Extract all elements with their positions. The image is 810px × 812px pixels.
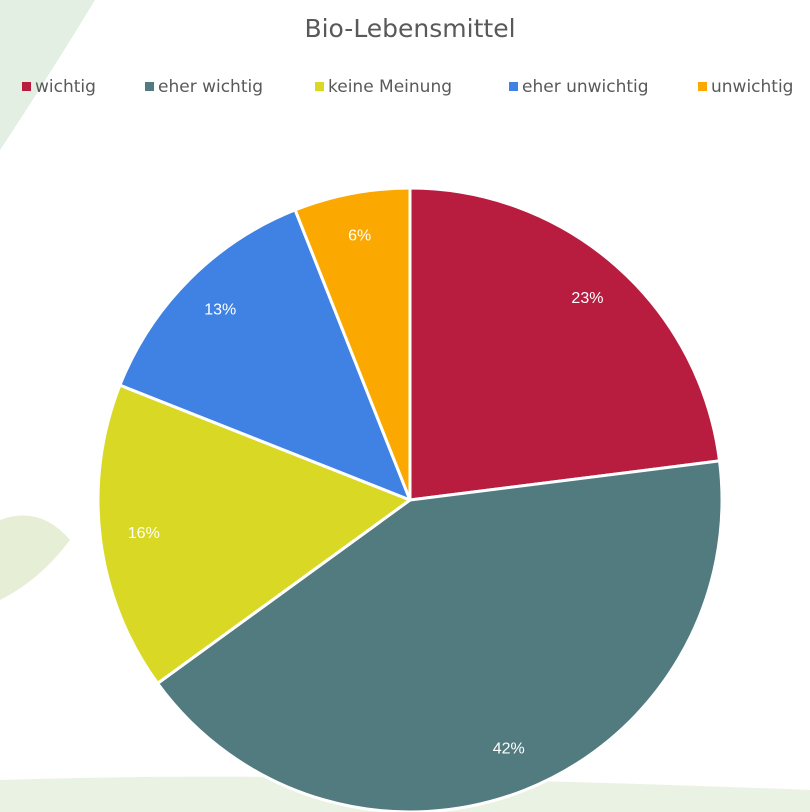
data-label: 16%	[128, 525, 160, 542]
data-label: 42%	[493, 741, 525, 758]
legend-swatch	[145, 82, 154, 91]
legend-label: unwichtig	[711, 77, 793, 97]
background-shape	[0, 0, 95, 150]
chart: Bio-Lebensmittel wichtig eher wichtig kein…	[0, 0, 810, 812]
data-label: 6%	[348, 228, 371, 245]
chart-title: Bio-Lebensmittel	[304, 14, 515, 43]
legend-swatch	[509, 82, 518, 91]
background-shape	[0, 516, 70, 601]
data-label: 13%	[204, 301, 236, 318]
legend-label: eher wichtig	[158, 77, 263, 97]
legend-swatch	[315, 82, 324, 91]
pie-slice	[410, 188, 720, 500]
legend-label: eher unwichtig	[522, 77, 649, 97]
legend-swatch	[698, 82, 707, 91]
legend-swatch	[22, 82, 31, 91]
legend-label: keine Meinung	[328, 77, 452, 97]
legend-label: wichtig	[35, 77, 96, 97]
data-label: 23%	[571, 290, 603, 307]
